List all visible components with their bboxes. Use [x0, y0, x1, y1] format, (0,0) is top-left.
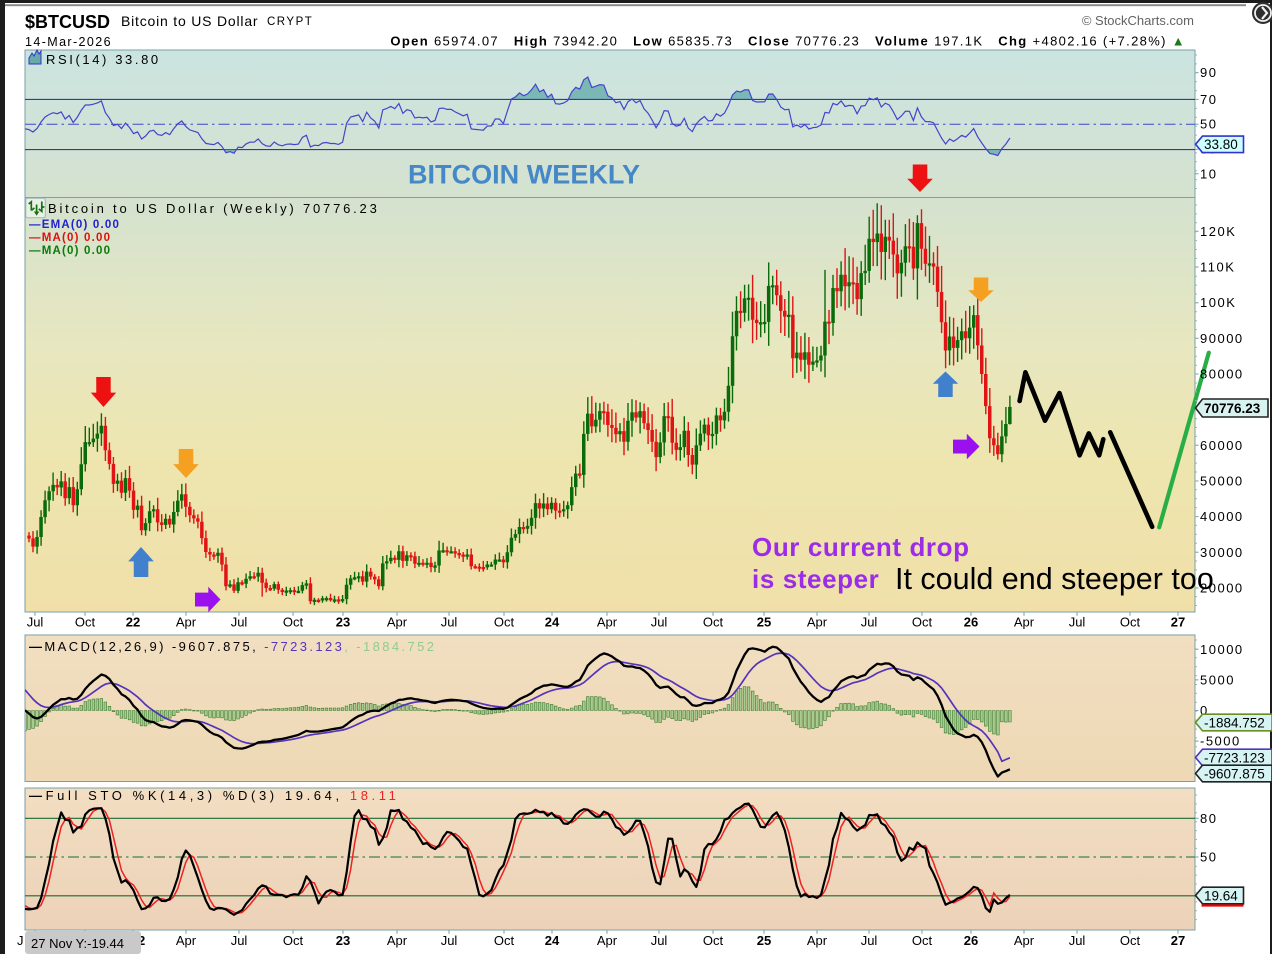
svg-text:Jul: Jul	[231, 933, 248, 948]
svg-text:Oct: Oct	[494, 615, 515, 630]
svg-text:Apr: Apr	[387, 933, 408, 948]
svg-text:70: 70	[1200, 92, 1217, 107]
svg-text:—Full STO %K(14,3) %D(3) 19.64: —Full STO %K(14,3) %D(3) 19.64, 18.11	[29, 788, 399, 803]
svg-text:80000: 80000	[1200, 367, 1244, 382]
svg-text:CRYPT: CRYPT	[267, 16, 313, 28]
svg-text:25: 25	[757, 615, 771, 630]
svg-text:Oct: Oct	[912, 933, 933, 948]
svg-text:Oct: Oct	[75, 615, 96, 630]
svg-text:—MA(0) 0.00: —MA(0) 0.00	[29, 245, 111, 257]
svg-text:Apr: Apr	[597, 933, 618, 948]
svg-text:-1884.752: -1884.752	[1204, 715, 1265, 730]
svg-text:Jul: Jul	[651, 933, 668, 948]
svg-text:26: 26	[964, 933, 978, 948]
svg-text:Oct: Oct	[703, 615, 724, 630]
svg-text:Open 65974.07 High 73942.20: Open 65974.07 High 73942.20 Low 65835.73…	[390, 34, 1186, 49]
svg-text:90: 90	[1200, 65, 1217, 80]
svg-text:14-Mar-2026: 14-Mar-2026	[25, 35, 112, 49]
svg-text:is steeper: is steeper	[752, 564, 879, 594]
svg-text:Oct: Oct	[283, 615, 304, 630]
svg-text:-9607.875: -9607.875	[1204, 766, 1265, 781]
svg-text:Jul: Jul	[231, 615, 248, 630]
svg-text:Apr: Apr	[1014, 933, 1035, 948]
svg-text:—EMA(0) 0.00: —EMA(0) 0.00	[29, 219, 120, 231]
svg-text:40000: 40000	[1200, 509, 1244, 524]
svg-text:50: 50	[1200, 850, 1217, 865]
svg-text:60000: 60000	[1200, 438, 1244, 453]
svg-text:27 Nov Y:-19.44: 27 Nov Y:-19.44	[31, 936, 124, 951]
svg-text:Our current drop: Our current drop	[752, 532, 970, 562]
svg-text:Oct: Oct	[703, 933, 724, 948]
svg-text:110K: 110K	[1200, 260, 1235, 275]
svg-text:22: 22	[126, 615, 140, 630]
svg-text:Jul: Jul	[27, 615, 44, 630]
svg-text:33.80: 33.80	[1204, 137, 1238, 152]
svg-text:Apr: Apr	[387, 615, 408, 630]
svg-text:0: 0	[1200, 703, 1209, 718]
svg-text:Jul: Jul	[1069, 933, 1086, 948]
svg-text:25: 25	[757, 933, 771, 948]
svg-text:50000: 50000	[1200, 474, 1244, 489]
svg-text:23: 23	[336, 933, 350, 948]
svg-text:Oct: Oct	[283, 933, 304, 948]
svg-text:30000: 30000	[1200, 545, 1244, 560]
svg-text:Jul: Jul	[441, 933, 458, 948]
svg-text:Apr: Apr	[807, 933, 828, 948]
svg-text:24: 24	[545, 933, 560, 948]
svg-text:Apr: Apr	[597, 615, 618, 630]
svg-text:80: 80	[1200, 811, 1217, 826]
svg-text:5000: 5000	[1200, 672, 1235, 687]
svg-text:RSI(14) 33.80: RSI(14) 33.80	[46, 52, 161, 67]
svg-text:Oct: Oct	[912, 615, 933, 630]
svg-text:Oct: Oct	[494, 933, 515, 948]
svg-text:Jul: Jul	[861, 933, 878, 948]
svg-text:Apr: Apr	[1014, 615, 1035, 630]
svg-text:24: 24	[545, 615, 560, 630]
svg-text:© StockCharts.com: © StockCharts.com	[1082, 13, 1194, 28]
svg-text:Apr: Apr	[176, 615, 197, 630]
svg-text:-7723.123: -7723.123	[1204, 750, 1265, 765]
svg-text:$BTCUSD: $BTCUSD	[25, 12, 110, 32]
svg-text:70776.23: 70776.23	[1204, 401, 1261, 416]
svg-text:Jul: Jul	[861, 615, 878, 630]
svg-text:—MACD(12,26,9) -9607.875, -772: —MACD(12,26,9) -9607.875, -7723.123, -18…	[29, 639, 436, 654]
svg-text:2: 2	[138, 933, 145, 948]
svg-text:90000: 90000	[1200, 331, 1244, 346]
svg-text:It could end steeper too: It could end steeper too	[895, 562, 1214, 596]
svg-text:Jul: Jul	[651, 615, 668, 630]
svg-text:27: 27	[1171, 615, 1185, 630]
svg-text:10: 10	[1200, 166, 1217, 181]
svg-text:Bitcoin to US Dollar (Weekly): Bitcoin to US Dollar (Weekly) 70776.23	[48, 201, 380, 216]
svg-text:Apr: Apr	[807, 615, 828, 630]
svg-text:Jul: Jul	[441, 615, 458, 630]
svg-text:10000: 10000	[1200, 642, 1244, 657]
svg-text:—MA(0) 0.00: —MA(0) 0.00	[29, 232, 111, 244]
svg-text:27: 27	[1171, 933, 1185, 948]
svg-text:Bitcoin to US Dollar: Bitcoin to US Dollar	[121, 13, 258, 29]
svg-text:-5000: -5000	[1200, 734, 1241, 749]
svg-text:Oct: Oct	[1120, 933, 1141, 948]
svg-text:Oct: Oct	[1120, 615, 1141, 630]
svg-text:50: 50	[1200, 117, 1217, 132]
svg-text:Jul: Jul	[1069, 615, 1086, 630]
svg-text:BITCOIN WEEKLY: BITCOIN WEEKLY	[408, 160, 640, 190]
svg-text:19.64: 19.64	[1204, 888, 1238, 903]
svg-text:120K: 120K	[1200, 224, 1236, 239]
svg-text:J: J	[17, 933, 24, 948]
svg-text:100K: 100K	[1200, 295, 1236, 310]
svg-text:23: 23	[336, 615, 350, 630]
svg-text:26: 26	[964, 615, 978, 630]
svg-text:20000: 20000	[1200, 581, 1244, 596]
svg-text:Apr: Apr	[176, 933, 197, 948]
